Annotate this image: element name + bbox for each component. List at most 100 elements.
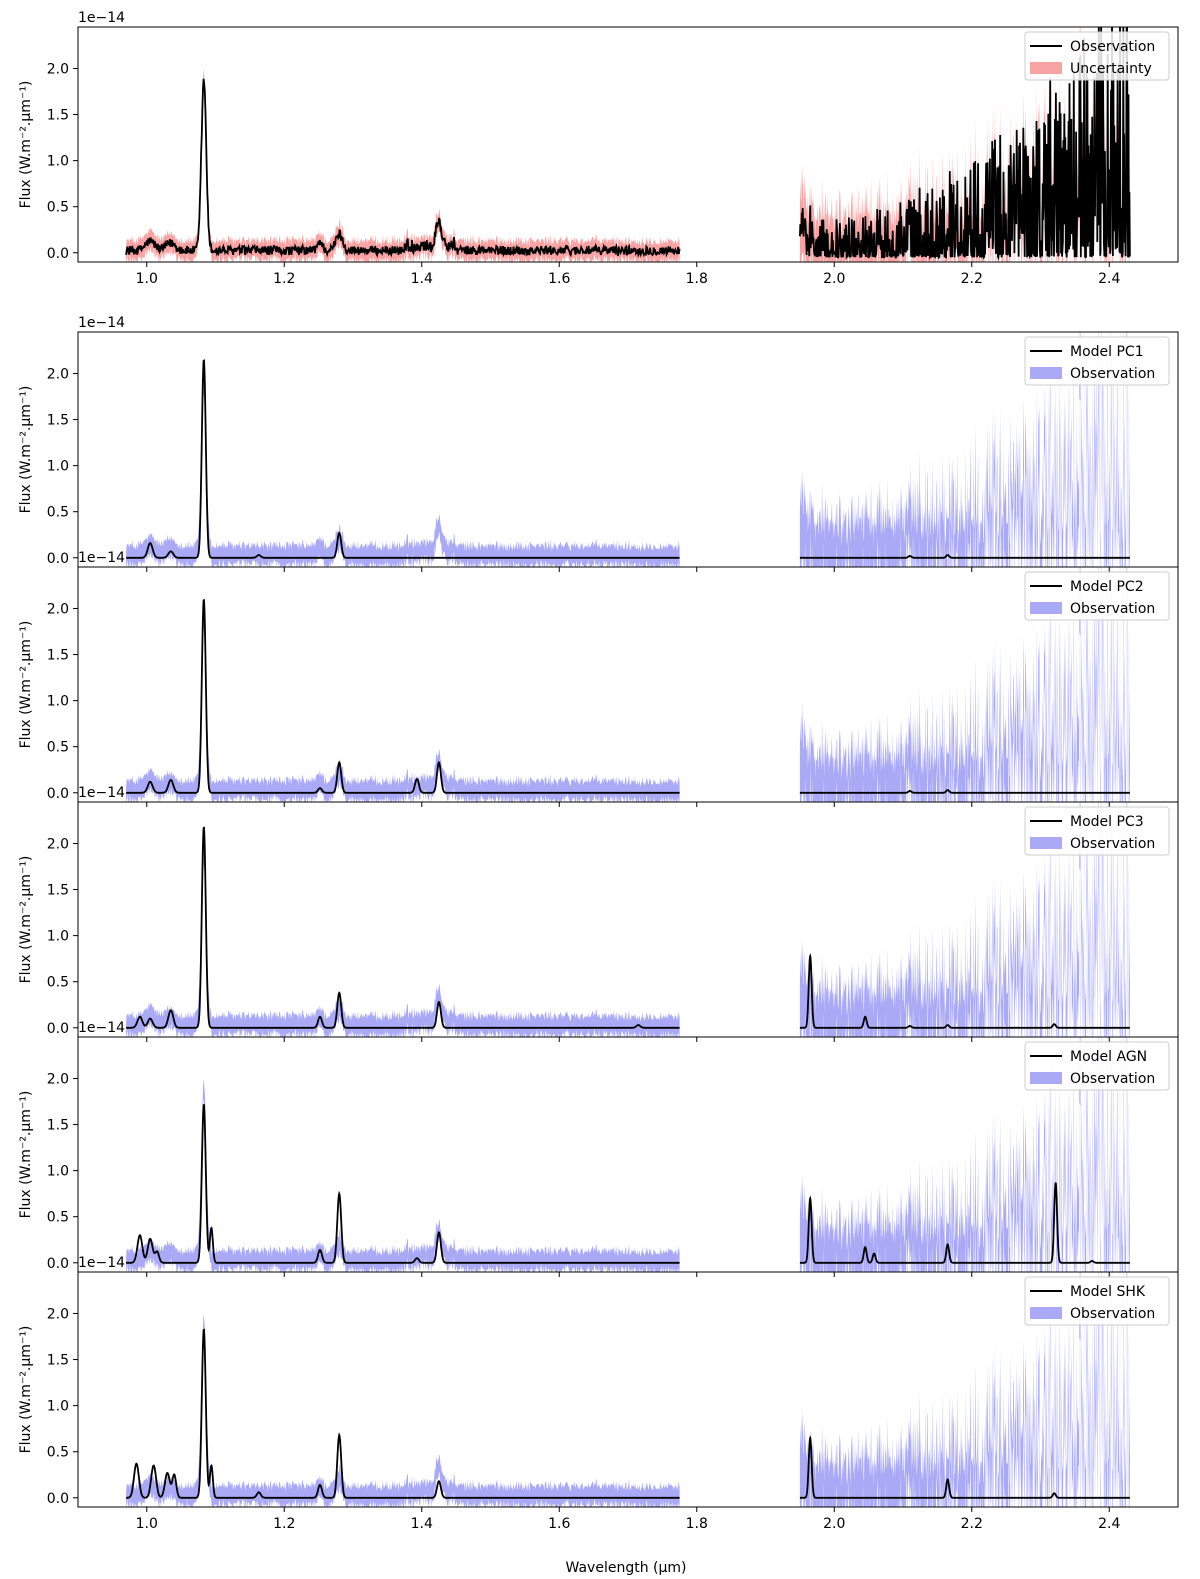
y-tick-label: 0.0: [47, 246, 69, 262]
uncertainty-band: [126, 68, 680, 262]
x-tick-label: 1.4: [411, 1516, 433, 1532]
legend: Model AGN Observation: [1024, 1041, 1170, 1091]
plot-area: [125, 27, 1131, 262]
legend-entry-label: Model SHK: [1070, 1284, 1146, 1300]
observation-line: [125, 78, 681, 259]
model-line: [799, 789, 1130, 794]
y-tick-label: 2.0: [47, 601, 69, 617]
offset-text: 1e−14: [78, 550, 125, 566]
x-tick-label: 1.0: [136, 1516, 158, 1532]
legend-fill-swatch: [1030, 1072, 1062, 1084]
legend-fill-swatch: [1030, 62, 1062, 74]
legend-entry-label: Model PC1: [1070, 344, 1144, 360]
panel-3: 0.0 0.5 1.0 1.5 2.0 1e−14 Flux (W.m⁻².μm⁻¹) Mod…: [18, 550, 1179, 807]
panel-2: 0.0 0.5 1.0 1.5 2.0 1e−14 Flux (W.m⁻².μm⁻¹) Mod…: [18, 315, 1179, 572]
x-tick-label: 2.4: [1098, 1516, 1120, 1532]
observation-band: [799, 802, 1130, 1037]
x-tick-label: 1.8: [686, 1516, 708, 1532]
observation-band: [126, 608, 680, 802]
plot-area: [126, 1037, 1130, 1272]
x-tick-label: 2.4: [1098, 271, 1120, 287]
y-tick-label: 0.5: [47, 1445, 69, 1461]
axes-frame: [77, 1271, 1179, 1508]
legend-entry-label: Uncertainty: [1070, 61, 1152, 77]
y-tick-label: 1.0: [47, 694, 69, 710]
plot-area: [126, 1272, 1130, 1507]
axes-frame: [77, 566, 1179, 803]
y-tick-label: 2.0: [47, 1306, 69, 1322]
model-line: [126, 359, 680, 559]
x-tick-label: 1.2: [273, 271, 295, 287]
observation-band: [126, 1078, 680, 1272]
y-tick-label: 0.0: [47, 1491, 69, 1507]
y-tick-label: 1.0: [47, 929, 69, 945]
y-axis-label: Flux (W.m⁻².μm⁻¹): [18, 621, 34, 749]
y-tick-label: 0.0: [47, 1256, 69, 1272]
legend-entry-label: Observation: [1070, 601, 1155, 617]
y-tick-label: 2.0: [47, 1071, 69, 1087]
y-tick-label: 0.0: [47, 551, 69, 567]
offset-text: 1e−14: [78, 1255, 125, 1271]
model-line: [126, 599, 680, 794]
legend-entry-label: Model PC3: [1070, 814, 1144, 830]
observation-band: [126, 843, 680, 1037]
model-line: [799, 953, 1130, 1029]
y-tick-label: 1.0: [47, 459, 69, 475]
model-line: [126, 1103, 680, 1264]
model-line: [126, 826, 680, 1029]
x-tick-label: 1.4: [411, 271, 433, 287]
observation-band: [799, 1272, 1130, 1507]
legend-entry-label: Observation: [1070, 1306, 1155, 1322]
model-line: [799, 554, 1130, 559]
plot-area: [126, 802, 1130, 1037]
legend-fill-swatch: [1030, 837, 1062, 849]
legend-entry-label: Observation: [1070, 836, 1155, 852]
model-line: [799, 1182, 1130, 1264]
offset-text: 1e−14: [78, 785, 125, 801]
panel-6: 0.0 0.5 1.0 1.5 2.0 1.0 1.2 1.4 1.6 1.8 2.0 2.2 2.4 1…: [18, 1255, 1179, 1532]
panels: 0.0 0.5 1.0 1.5 2.0 1.0 1.2 1.4 1.6 1.8 2.0 2.2 2.4 1…: [18, 10, 1179, 1532]
y-axis-label: Flux (W.m⁻².μm⁻¹): [18, 1091, 34, 1219]
x-tick-label: 2.2: [961, 1516, 983, 1532]
x-tick-label: 2.0: [823, 1516, 845, 1532]
y-tick-label: 0.5: [47, 740, 69, 756]
y-tick-label: 1.5: [47, 108, 69, 124]
y-axis-label: Flux (W.m⁻².μm⁻¹): [18, 81, 34, 209]
y-tick-label: 0.5: [47, 200, 69, 216]
observation-band: [799, 1037, 1130, 1272]
x-tick-label: 2.0: [823, 271, 845, 287]
x-tick-label: 2.2: [961, 271, 983, 287]
x-tick-label: 1.8: [686, 271, 708, 287]
observation-line: [799, 27, 1131, 261]
y-tick-label: 2.0: [47, 836, 69, 852]
legend-entry-label: Observation: [1070, 39, 1155, 55]
y-tick-label: 1.5: [47, 413, 69, 429]
model-line: [126, 1328, 680, 1499]
observation-band: [126, 1313, 680, 1507]
model-line: [799, 1435, 1130, 1499]
legend-entry-label: Model PC2: [1070, 579, 1144, 595]
y-tick-label: 2.0: [47, 366, 69, 382]
y-axis-label: Flux (W.m⁻².μm⁻¹): [18, 386, 34, 514]
y-tick-label: 0.0: [47, 1021, 69, 1037]
offset-text: 1e−14: [78, 1020, 125, 1036]
y-axis-label: Flux (W.m⁻².μm⁻¹): [18, 856, 34, 984]
x-tick-label: 1.2: [273, 1516, 295, 1532]
y-tick-label: 0.5: [47, 1210, 69, 1226]
plot-area: [126, 567, 1130, 802]
axes-frame: [77, 331, 1179, 568]
x-tick-label: 1.0: [136, 271, 158, 287]
legend-entry-label: Observation: [1070, 1071, 1155, 1087]
x-tick-label: 1.6: [548, 1516, 570, 1532]
y-tick-label: 1.0: [47, 154, 69, 170]
y-tick-label: 1.0: [47, 1164, 69, 1180]
y-tick-label: 1.5: [47, 1353, 69, 1369]
legend-fill-swatch: [1030, 1307, 1062, 1319]
y-tick-label: 1.5: [47, 883, 69, 899]
panel-5: 0.0 0.5 1.0 1.5 2.0 1e−14 Flux (W.m⁻².μm⁻¹) Mod…: [18, 1020, 1179, 1277]
legend: Observation Uncertainty: [1024, 31, 1170, 81]
axes-frame: [77, 26, 1179, 263]
panel-4: 0.0 0.5 1.0 1.5 2.0 1e−14 Flux (W.m⁻².μm⁻¹) Mod…: [18, 785, 1179, 1042]
x-tick-label: 1.6: [548, 271, 570, 287]
y-tick-label: 0.5: [47, 505, 69, 521]
